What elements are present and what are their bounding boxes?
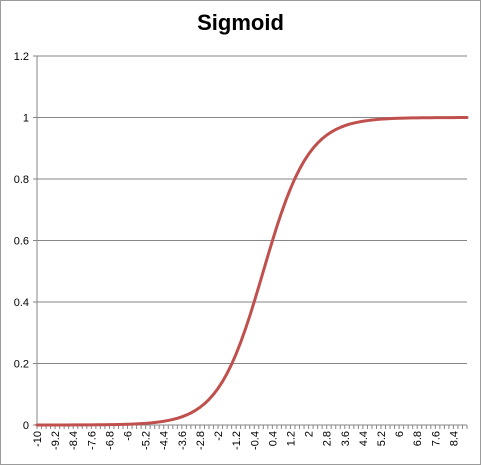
x-tick-label: 5.2 <box>376 431 388 446</box>
x-tick-label: -7.6 <box>86 431 98 450</box>
x-axis-ticks: -10 -9.2 -8.4 -7.6 -6.8 -6 -5.2 -4.4 -3.6 -2.8 -2-… <box>32 425 468 450</box>
x-tick-label: -5.2 <box>141 431 153 450</box>
y-tick-label: 0.2 <box>14 359 29 371</box>
x-tick-label: 1.2 <box>285 431 297 446</box>
x-tick-label: -9.2 <box>50 431 62 450</box>
x-tick-label: -1.2 <box>231 431 243 450</box>
y-tick-label: 0.6 <box>14 236 29 248</box>
y-tick-label: 1.2 <box>14 51 29 63</box>
x-tick-label: -10 <box>32 431 44 447</box>
chart-title: Sigmoid <box>197 10 284 35</box>
x-tick-label: -6 <box>123 431 135 441</box>
x-tick-label: 2 <box>304 431 316 437</box>
x-tick-label: -8.4 <box>68 431 80 450</box>
x-tick-label: 6 <box>394 431 406 437</box>
x-tick-label: 2.8 <box>322 431 334 446</box>
x-tick-label: -0.4 <box>249 431 261 450</box>
x-tick-label: 6.8 <box>412 431 424 446</box>
x-tick-label: -6.8 <box>104 431 116 450</box>
gridlines <box>37 55 467 364</box>
y-tick-label: 0 <box>23 420 29 432</box>
y-tick-label: 1 <box>23 113 29 125</box>
x-tick-label: 0.4 <box>267 431 279 446</box>
x-tick-label: 3.6 <box>340 431 352 446</box>
x-tick-label: -4.4 <box>159 431 171 450</box>
y-tick-label: 0.8 <box>14 174 29 186</box>
y-axis-ticks: 0 0.2 0.4 0.6 0.8 1 1.2 <box>14 51 37 432</box>
x-tick-label: 8.4 <box>448 431 460 446</box>
x-tick-label: -2 <box>213 431 225 441</box>
x-tick-label: -2.8 <box>195 431 207 450</box>
y-tick-label: 0.4 <box>14 297 29 309</box>
x-tick-label: -3.6 <box>177 431 189 450</box>
x-tick-label: 7.6 <box>430 431 442 446</box>
x-tick-label: 4.4 <box>358 431 370 446</box>
series-layer <box>35 116 469 427</box>
series-line-0 <box>35 116 469 427</box>
